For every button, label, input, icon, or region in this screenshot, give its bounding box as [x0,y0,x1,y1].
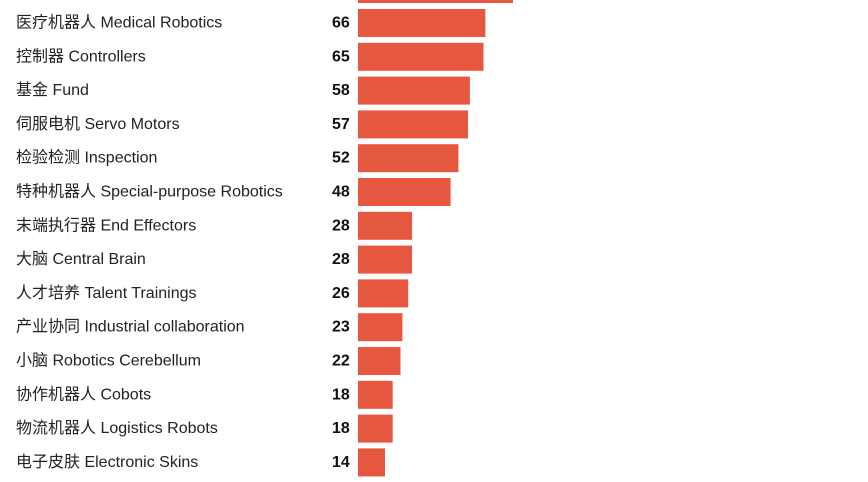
value-label: 52 [332,150,350,167]
category-label: 伺服电机 Servo Motors [16,115,180,133]
bar [358,76,470,105]
bar [358,279,409,308]
category-label: 小脑 Robotics Cerebellum [16,352,201,370]
value-label: 48 [332,184,350,201]
cropped-top-bar [358,0,513,3]
bar [358,110,468,139]
category-label: 医疗机器人 Medical Robotics [16,14,222,32]
category-label: 物流机器人 Logistics Robots [16,419,218,437]
bar [358,144,459,173]
bar [358,42,484,71]
value-label: 18 [332,420,350,437]
bar [358,211,412,240]
bar [358,245,412,274]
chart-rows: 医疗机器人 Medical Robotics 66 控制器 Controllers 6… [16,9,486,477]
value-label: 65 [332,48,350,65]
value-label: 66 [332,15,350,32]
value-label: 57 [332,116,350,133]
category-label: 大脑 Central Brain [16,250,146,268]
bar [358,178,451,206]
value-label: 26 [332,285,350,302]
value-label: 28 [332,251,350,268]
category-label: 人才培养 Talent Trainings [16,284,197,302]
value-label: 14 [332,454,350,471]
category-label: 末端执行器 End Effectors [16,216,196,234]
bar [358,9,486,37]
value-label: 58 [332,82,350,99]
bar [358,313,403,342]
category-label: 控制器 Controllers [16,47,146,65]
value-label: 22 [332,353,350,370]
category-label: 电子皮肤 Electronic Skins [16,453,198,471]
bar [358,414,393,443]
bar [358,448,385,477]
value-label: 18 [332,386,350,403]
value-label: 23 [332,319,350,336]
bar [358,347,401,375]
category-label: 基金 Fund [16,81,89,99]
value-label: 28 [332,217,350,234]
category-label: 检验检测 Inspection [16,149,157,167]
category-label: 特种机器人 Special-purpose Robotics [16,183,283,201]
category-label: 产业协同 Industrial collaboration [16,318,245,336]
category-label: 协作机器人 Cobots [16,385,151,403]
bar [358,380,393,409]
